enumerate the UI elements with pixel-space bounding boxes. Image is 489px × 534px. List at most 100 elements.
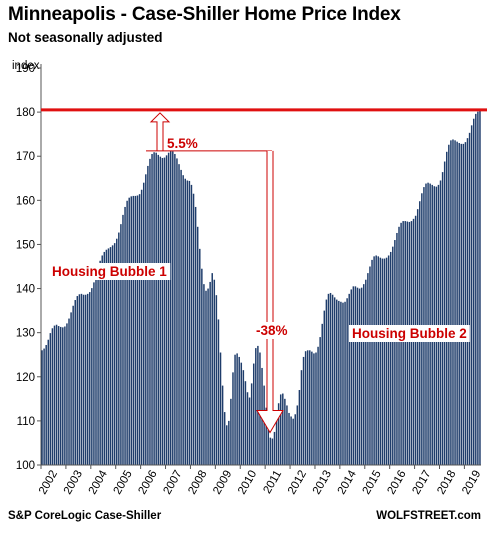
bar <box>80 293 83 465</box>
bar <box>205 290 207 465</box>
bar <box>95 275 97 465</box>
bar <box>99 260 101 465</box>
bar <box>269 437 272 465</box>
bar <box>313 353 315 465</box>
bar <box>213 279 216 465</box>
y-tick-label: 140 <box>16 284 35 296</box>
source-note: S&P CoreLogic Case-Shiller <box>8 510 162 522</box>
bar <box>279 394 282 465</box>
bar <box>74 300 76 465</box>
bar <box>155 152 157 465</box>
bar <box>263 385 265 465</box>
bar <box>109 247 112 465</box>
bar <box>466 138 469 465</box>
y-tick-label: 180 <box>16 107 35 119</box>
bar <box>41 350 43 465</box>
bar <box>315 352 317 465</box>
gain-label-text: 5.5% <box>167 136 198 151</box>
bar <box>304 351 307 465</box>
x-tick-label: 2016 <box>386 469 409 497</box>
bar <box>300 370 303 465</box>
bubble-2-label: Housing Bubble 2 <box>349 325 470 342</box>
bar <box>132 195 135 466</box>
bar <box>273 431 276 465</box>
x-tick-label: 2010 <box>236 469 259 497</box>
bar <box>169 150 172 465</box>
bar <box>373 256 375 465</box>
bar <box>248 397 251 465</box>
bar <box>113 243 116 465</box>
decline-label-text: -38% <box>256 323 288 338</box>
bar <box>379 257 382 465</box>
bar <box>66 323 68 465</box>
x-tick-label: 2012 <box>286 469 309 497</box>
bar <box>163 157 166 466</box>
y-tick-label: 190 <box>16 63 35 75</box>
bar <box>396 232 398 465</box>
bar <box>126 200 128 465</box>
bar <box>103 251 106 465</box>
bar <box>203 284 205 465</box>
x-tick-label: 2013 <box>311 469 334 497</box>
bar <box>157 154 160 465</box>
bubble-2-label-box <box>349 325 470 342</box>
bar <box>84 294 87 465</box>
bar <box>246 392 249 465</box>
bar <box>138 194 141 465</box>
x-axis: 2002 2003 2004 2005 2006 2007 2008 2009 2010 2011… <box>37 464 483 497</box>
bar <box>122 214 124 465</box>
chart-subtitle: Not seasonally adjusted <box>8 30 163 45</box>
bar <box>454 140 456 465</box>
bar <box>111 245 114 465</box>
bar <box>219 352 222 465</box>
bar <box>369 266 371 465</box>
bar <box>194 206 197 465</box>
bar <box>460 143 463 465</box>
bar <box>226 425 228 465</box>
bar <box>294 414 296 465</box>
bar <box>327 293 330 465</box>
bar <box>340 301 342 465</box>
bar <box>302 356 305 465</box>
bar <box>78 294 81 465</box>
bar <box>354 286 357 465</box>
bar <box>55 324 58 465</box>
bar <box>43 348 45 465</box>
bar <box>446 151 448 465</box>
bar <box>265 407 267 465</box>
x-tick-label: 2011 <box>261 469 284 496</box>
x-tick-label: 2007 <box>161 469 184 497</box>
bar <box>174 154 176 465</box>
bar <box>456 141 458 466</box>
bar <box>336 299 338 465</box>
decline-label: -38% <box>253 322 291 339</box>
bar <box>400 222 402 465</box>
bar <box>267 425 270 465</box>
bar <box>462 143 465 465</box>
bubble-1-label: Housing Bubble 1 <box>49 263 171 280</box>
bar <box>165 155 168 465</box>
bar <box>367 273 369 465</box>
bar <box>149 158 151 465</box>
bar <box>93 282 95 465</box>
bar <box>242 370 245 465</box>
bar <box>221 385 224 465</box>
bar <box>479 110 481 465</box>
bar <box>441 172 444 465</box>
bar <box>124 206 126 465</box>
bar <box>86 293 89 465</box>
bar <box>352 286 355 465</box>
bar <box>190 184 193 465</box>
bar <box>192 193 195 465</box>
bar <box>284 398 286 465</box>
y-tick-label: 150 <box>16 239 35 251</box>
bar <box>392 246 394 465</box>
bar <box>91 288 93 465</box>
bar <box>136 195 139 466</box>
bar <box>329 292 332 465</box>
bar <box>321 323 323 465</box>
bar <box>290 416 292 465</box>
bar <box>57 326 60 465</box>
bar <box>342 302 344 465</box>
bar <box>365 279 367 465</box>
